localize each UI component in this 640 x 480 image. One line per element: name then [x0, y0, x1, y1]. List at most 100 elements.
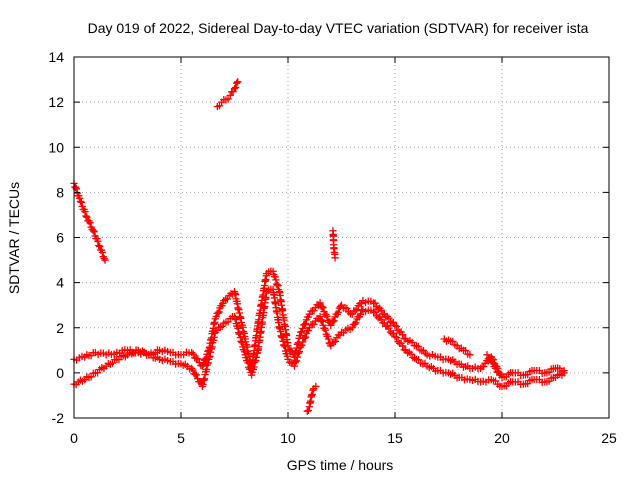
data-point	[308, 390, 316, 399]
data-point	[324, 332, 332, 340]
data-point	[192, 371, 201, 379]
data-point	[214, 309, 222, 317]
x-tick-label: 25	[601, 430, 617, 446]
chart-title: Day 019 of 2022, Sidereal Day-to-day VTE…	[88, 20, 589, 36]
data-point	[163, 356, 172, 365]
data-point	[269, 267, 277, 275]
data-point	[189, 366, 197, 374]
data-point	[312, 382, 320, 391]
data-point	[90, 228, 98, 236]
series-segment-12h	[329, 227, 339, 262]
x-tick-label: 10	[280, 430, 296, 446]
series-track-b	[70, 285, 568, 391]
data-point	[317, 316, 326, 325]
x-tick-label: 5	[177, 430, 185, 446]
data-point	[301, 319, 310, 328]
data-point	[292, 357, 301, 365]
data-point	[244, 359, 252, 367]
y-tick-label: 6	[56, 230, 64, 246]
data-point	[356, 310, 365, 319]
data-point	[215, 308, 223, 316]
data-point	[331, 337, 340, 345]
data-point	[303, 407, 311, 415]
y-tick-label: 14	[48, 49, 64, 65]
y-axis-label: SDTVAR / TECUs	[6, 182, 22, 294]
data-point	[489, 358, 497, 367]
data-point	[316, 299, 324, 307]
data-point	[300, 334, 309, 342]
data-point	[371, 308, 379, 316]
y-tick-label: -2	[52, 410, 65, 426]
data-point	[358, 306, 366, 315]
data-point	[241, 351, 249, 359]
data-point	[189, 350, 197, 358]
data-point	[431, 352, 439, 360]
y-tick-label: 10	[48, 139, 64, 155]
data-point	[318, 317, 327, 326]
x-axis-ticks: 0 5 10 15 20 25	[70, 57, 617, 446]
data-point	[331, 254, 339, 262]
data-point	[350, 320, 359, 328]
data-point	[163, 347, 172, 356]
y-tick-label: 8	[56, 184, 64, 200]
data-point	[468, 376, 477, 385]
x-tick-label: 15	[387, 430, 403, 446]
data-point	[234, 78, 242, 86]
series-segment-high	[213, 78, 242, 111]
data-point	[321, 326, 330, 334]
data-point	[297, 342, 305, 350]
data-point	[323, 312, 331, 320]
data-point	[77, 198, 85, 206]
data-point	[75, 194, 84, 202]
y-tick-label: 0	[56, 365, 64, 381]
data-point	[299, 324, 307, 333]
data-point	[318, 303, 326, 311]
data-point	[98, 248, 107, 256]
data-point	[231, 83, 240, 92]
data-point	[479, 377, 487, 385]
data-point	[95, 241, 103, 250]
data-point	[194, 355, 202, 363]
x-tick-label: 20	[494, 430, 510, 446]
data-point	[299, 338, 307, 346]
data-point	[535, 376, 544, 384]
series-segment-17-18h	[440, 335, 474, 359]
data-point	[307, 391, 316, 400]
x-axis-label: GPS time / hours	[287, 457, 394, 473]
x-tick-label: 0	[70, 430, 78, 446]
data-point	[89, 227, 97, 235]
data-point	[230, 84, 239, 93]
series-segment-descending	[70, 179, 109, 264]
data-point	[273, 281, 281, 289]
data-point	[466, 351, 474, 359]
data-point	[398, 331, 407, 339]
data-point	[371, 299, 379, 307]
data-point	[496, 371, 504, 379]
y-tick-label: 4	[56, 275, 64, 291]
data-point	[295, 349, 303, 357]
data-point	[301, 333, 310, 341]
data-point	[327, 321, 335, 330]
data-point	[324, 335, 333, 343]
data-point	[219, 299, 227, 308]
data-point	[86, 219, 94, 227]
data-point	[330, 317, 338, 325]
data-point	[83, 213, 91, 221]
data-point	[304, 326, 313, 335]
data-point	[535, 366, 544, 375]
data-point	[392, 322, 401, 330]
series-segment-11h	[303, 382, 320, 415]
data-point	[300, 320, 309, 329]
data-point	[392, 333, 401, 342]
series-segment-19-20h	[483, 351, 504, 379]
data-point	[290, 362, 299, 370]
data-point	[82, 212, 90, 220]
data-point	[293, 353, 301, 361]
y-tick-label: 2	[56, 320, 64, 336]
data-point	[385, 314, 393, 322]
data-point	[297, 328, 305, 336]
data-point	[101, 256, 109, 264]
y-tick-label: 12	[48, 94, 64, 110]
